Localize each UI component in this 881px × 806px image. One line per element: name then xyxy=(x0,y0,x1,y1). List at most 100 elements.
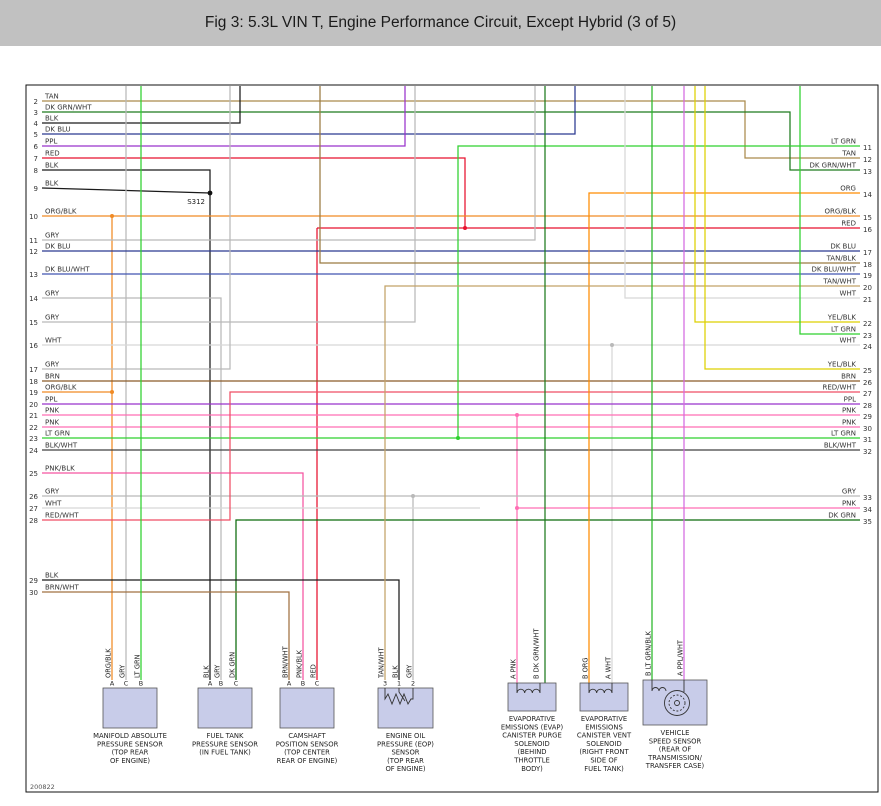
vehicle-speed-sensor-pin-wire-label: B LT GRN/BLK xyxy=(645,630,653,676)
wire-right25-yelblk xyxy=(704,86,860,370)
left-pin-number: 10 xyxy=(29,213,38,221)
vehicle-speed-sensor-caption-line: TRANSMISSION/ xyxy=(647,754,703,762)
left-pin-label: BLK xyxy=(45,180,59,188)
right-pin-label: DK BLU/WHT xyxy=(811,266,856,274)
map-sensor-caption-line: MANIFOLD ABSOLUTE xyxy=(93,732,167,740)
map-sensor-caption-line: OF ENGINE) xyxy=(110,757,150,765)
evap-vent-solenoid-pin-wire-label: B ORG xyxy=(582,657,590,679)
left-pin-number: 24 xyxy=(29,447,38,455)
left-pin-label: WHT xyxy=(45,337,62,345)
left-pin-number: 28 xyxy=(29,517,38,525)
camshaft-position-sensor-caption-line: (TOP CENTER xyxy=(284,749,330,757)
right-pin-label: LT GRN xyxy=(831,138,856,146)
junction-dot xyxy=(110,214,114,218)
left-pin-number: 6 xyxy=(34,143,39,151)
right-pin-label: WHT xyxy=(840,337,857,345)
right-pin-number: 33 xyxy=(863,494,872,502)
right-pin-number: 35 xyxy=(863,518,872,526)
vehicle-speed-sensor-caption-line: TRANSFER CASE) xyxy=(645,762,705,770)
right-pin-number: 17 xyxy=(863,249,872,257)
wire-left15-gry xyxy=(42,86,416,323)
evap-vent-solenoid-caption-line: SIDE OF xyxy=(590,757,617,765)
junction-dot xyxy=(463,226,467,230)
left-pin-number: 15 xyxy=(29,319,38,327)
left-pin-label: PNK/BLK xyxy=(45,465,75,473)
left-pin-number: 29 xyxy=(29,577,38,585)
diagram-border xyxy=(25,84,879,793)
left-pin-number: 21 xyxy=(29,412,38,420)
left-pin-number: 20 xyxy=(29,401,38,409)
wire-left14-fueltank-b-gry xyxy=(42,297,222,680)
fuel-tank-pressure-sensor-pin-letter: C xyxy=(234,680,239,688)
camshaft-position-sensor-pin-letter: A xyxy=(287,680,292,688)
evap-vent-solenoid-caption-line: EMISSIONS xyxy=(585,723,623,731)
right-pin-label: GRY xyxy=(842,488,857,496)
vehicle-speed-sensor-caption-line: SPEED SENSOR xyxy=(649,737,702,745)
junction-dot xyxy=(411,494,415,498)
left-pin-label: RED xyxy=(45,150,60,158)
left-pin-label: DK GRN/WHT xyxy=(45,104,92,112)
junction-dot xyxy=(110,390,114,394)
resistor-symbol xyxy=(384,688,414,706)
engine-oil-pressure-sensor-caption-line: (TOP REAR xyxy=(387,757,424,765)
engine-oil-pressure-sensor-caption-line: OF ENGINE) xyxy=(385,765,425,773)
left-pin-number: 30 xyxy=(29,589,38,597)
wire-left7-red xyxy=(42,157,466,228)
left-pin-label: GRY xyxy=(45,361,60,369)
wire-right35-fueltank-c-dkgrn xyxy=(235,519,860,680)
left-pin-label: RED/WHT xyxy=(45,512,79,520)
solenoid-coil-symbol xyxy=(516,683,541,694)
wire-left6-ppl xyxy=(42,86,406,147)
fuel-tank-pressure-sensor-pin-wire-label: DK GRN xyxy=(229,652,237,678)
splice-dot xyxy=(207,190,213,196)
engine-oil-pressure-sensor-pin-wire-label: GRY xyxy=(406,664,414,678)
left-pin-label: LT GRN xyxy=(45,430,70,438)
left-pin-label: ORG/BLK xyxy=(45,384,77,392)
left-pin-label: GRY xyxy=(45,232,60,240)
right-pin-number: 22 xyxy=(863,320,872,328)
map-sensor-pin-letter: B xyxy=(139,680,143,688)
fuel-tank-pressure-sensor-caption-line: (IN FUEL TANK) xyxy=(199,749,251,757)
camshaft-position-sensor-pin-wire-label: RED xyxy=(310,664,318,678)
wire-left8-blk xyxy=(42,169,211,193)
map-sensor-caption-line: PRESSURE SENSOR xyxy=(97,740,163,748)
camshaft-position-sensor-caption-line: POSITION SENSOR xyxy=(276,740,339,748)
fuel-tank-pressure-sensor-pin-letter: B xyxy=(219,680,223,688)
left-pin-label: PNK xyxy=(45,407,59,415)
engine-oil-pressure-sensor-pin-wire-label: BLK xyxy=(392,665,400,678)
camshaft-position-sensor-caption-line: CAMSHAFT xyxy=(288,732,326,740)
left-pin-label: BLK xyxy=(45,572,59,580)
evap-purge-solenoid-pin-wire-label: B DK GRN/WHT xyxy=(533,628,541,679)
map-sensor-caption-line: (TOP REAR xyxy=(112,749,149,757)
right-pin-number: 13 xyxy=(863,168,872,176)
right-pin-label: DK GRN/WHT xyxy=(809,162,856,170)
right-pin-label: YEL/BLK xyxy=(827,361,857,369)
right-pin-label: DK GRN xyxy=(828,512,856,520)
title-bar: Fig 3: 5.3L VIN T, Engine Performance Ci… xyxy=(0,0,881,46)
right-pin-number: 15 xyxy=(863,214,872,222)
left-pin-label: ORG/BLK xyxy=(45,208,77,216)
right-pin-number: 24 xyxy=(863,343,872,351)
wire-right23-ltgrn xyxy=(799,86,860,335)
left-pin-number: 16 xyxy=(29,342,38,350)
wire-right14-vent-b-org xyxy=(588,192,860,683)
left-pin-number: 27 xyxy=(29,505,38,513)
left-pin-number: 12 xyxy=(29,248,38,256)
junction-dot xyxy=(610,343,614,347)
left-pin-number: 17 xyxy=(29,366,38,374)
map-sensor-pin-wire-label: GRY xyxy=(119,664,127,678)
left-pin-label: WHT xyxy=(45,500,62,508)
wire-left25-cmp-b-pnkblk xyxy=(42,472,304,680)
page-title: Fig 3: 5.3L VIN T, Engine Performance Ci… xyxy=(204,14,677,31)
camshaft-position-sensor-pin-letter: C xyxy=(315,680,320,688)
left-pin-number: 2 xyxy=(34,98,38,106)
solenoid-coil-symbol xyxy=(588,683,613,694)
engine-oil-pressure-sensor-pin-wire-label: TAN/WHT xyxy=(378,646,386,679)
splice-label: S312 xyxy=(187,198,205,206)
wire-left4-blk xyxy=(42,86,241,124)
left-pin-label: PNK xyxy=(45,419,59,427)
evap-purge-solenoid-pin-wire-label: A PNK xyxy=(510,658,518,679)
left-pin-number: 7 xyxy=(34,155,38,163)
wire-left11-gry xyxy=(42,86,536,241)
fuel-tank-pressure-sensor-pin-letter: A xyxy=(208,680,213,688)
